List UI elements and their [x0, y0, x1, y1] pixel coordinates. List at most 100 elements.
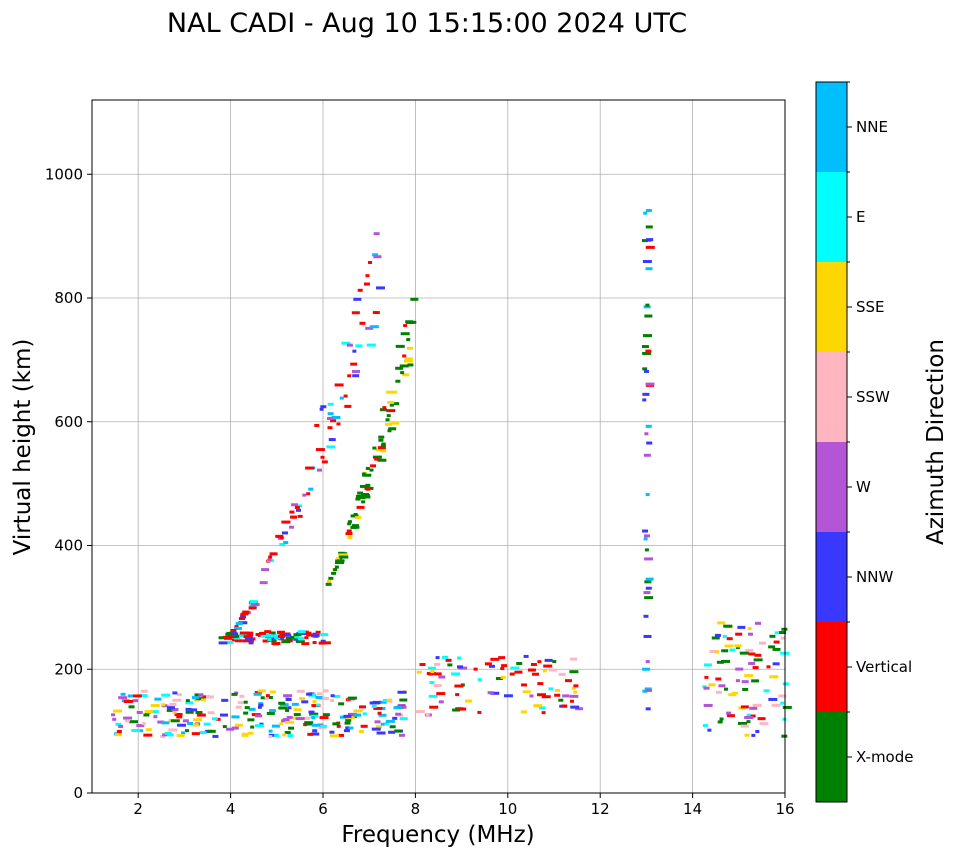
- echo-mark: [257, 689, 266, 693]
- echo-mark: [281, 531, 288, 535]
- echo-mark: [436, 692, 446, 696]
- echo-mark: [253, 692, 262, 696]
- plot-background: [92, 100, 785, 793]
- echo-mark: [321, 460, 328, 464]
- echo-mark: [381, 442, 386, 446]
- echo-mark: [249, 600, 258, 604]
- echo-mark: [373, 232, 380, 236]
- echo-mark: [457, 665, 464, 669]
- echo-mark: [291, 503, 299, 507]
- echo-mark: [161, 693, 171, 697]
- echo-mark: [336, 422, 341, 426]
- echo-mark: [326, 445, 336, 449]
- echo-mark: [642, 367, 648, 371]
- echo-mark: [468, 699, 473, 703]
- echo-mark: [161, 703, 166, 707]
- echo-mark: [271, 724, 280, 728]
- echo-mark: [408, 320, 417, 324]
- echo-mark: [284, 633, 292, 637]
- echo-mark: [320, 405, 327, 409]
- echo-mark: [708, 683, 716, 687]
- echo-mark: [771, 703, 781, 707]
- echo-mark: [425, 712, 430, 716]
- echo-mark: [231, 692, 238, 696]
- echo-mark: [714, 633, 721, 637]
- echo-mark: [552, 660, 557, 664]
- trace-6: [702, 621, 792, 738]
- echo-mark: [268, 555, 273, 559]
- echo-mark: [307, 732, 314, 736]
- echo-mark: [704, 675, 709, 679]
- echo-mark: [281, 640, 291, 644]
- echo-mark: [268, 631, 276, 635]
- echo-mark: [500, 675, 506, 679]
- echo-mark: [375, 725, 382, 729]
- y-tick-label: 800: [54, 289, 83, 307]
- echo-mark: [490, 691, 500, 695]
- echo-mark: [139, 729, 144, 733]
- echo-mark: [554, 688, 560, 692]
- colorbar-segment: [816, 82, 847, 172]
- echo-mark: [778, 631, 786, 635]
- echo-mark: [452, 708, 461, 712]
- echo-mark: [268, 733, 278, 737]
- echo-mark: [641, 239, 648, 243]
- echo-mark: [351, 370, 360, 374]
- echo-mark: [195, 697, 205, 701]
- echo-mark: [244, 706, 250, 710]
- echo-mark: [247, 731, 254, 735]
- echo-mark: [399, 717, 408, 721]
- plot-area: 2 4 6 8 10 12 14 16 0 200 400 600 800 1000: [45, 99, 795, 818]
- echo-mark: [311, 732, 320, 736]
- echo-mark: [395, 344, 405, 348]
- echo-mark: [240, 613, 246, 617]
- echo-mark: [363, 282, 370, 286]
- echo-mark: [302, 716, 311, 720]
- echo-mark: [301, 642, 310, 646]
- echo-mark: [755, 730, 760, 734]
- echo-mark: [292, 716, 298, 720]
- echo-mark: [336, 559, 345, 563]
- echo-mark: [281, 520, 291, 524]
- echo-mark: [774, 631, 779, 635]
- echo-mark: [646, 441, 653, 445]
- y-tick-label: 1000: [45, 165, 83, 183]
- x-tick-label: 8: [411, 800, 421, 818]
- echo-mark: [315, 695, 323, 699]
- echo-mark: [644, 432, 649, 436]
- echo-mark: [347, 696, 357, 700]
- echo-mark: [644, 596, 654, 600]
- echo-mark: [442, 655, 449, 659]
- echo-mark: [161, 721, 170, 725]
- echo-mark: [170, 719, 180, 723]
- echo-mark: [346, 343, 353, 347]
- echo-mark: [645, 660, 650, 664]
- echo-mark: [645, 577, 654, 581]
- echo-mark: [734, 644, 742, 648]
- echo-mark: [365, 326, 374, 330]
- echo-mark: [742, 687, 749, 691]
- plot-frame: [91, 99, 786, 794]
- echo-mark: [269, 552, 278, 556]
- echo-mark: [233, 626, 242, 630]
- echo-mark: [716, 660, 724, 664]
- echo-mark: [312, 641, 317, 645]
- echo-mark: [177, 723, 187, 727]
- echo-mark: [738, 721, 748, 725]
- echo-mark: [311, 704, 321, 708]
- echo-mark: [360, 724, 368, 728]
- y-axis-label: Virtual height (km): [10, 339, 36, 556]
- echo-mark: [352, 349, 357, 353]
- echo-mark: [305, 722, 313, 726]
- echo-mark: [372, 446, 377, 450]
- echo-mark: [339, 396, 344, 400]
- echo-mark: [402, 373, 410, 377]
- echo-mark: [415, 710, 425, 714]
- y-tick-label: 200: [54, 660, 83, 678]
- echo-mark: [226, 631, 232, 635]
- echo-mark: [782, 682, 789, 686]
- x-tick-label: 14: [683, 800, 702, 818]
- echo-mark: [564, 679, 572, 683]
- echo-mark: [186, 721, 193, 725]
- echo-mark: [233, 634, 240, 638]
